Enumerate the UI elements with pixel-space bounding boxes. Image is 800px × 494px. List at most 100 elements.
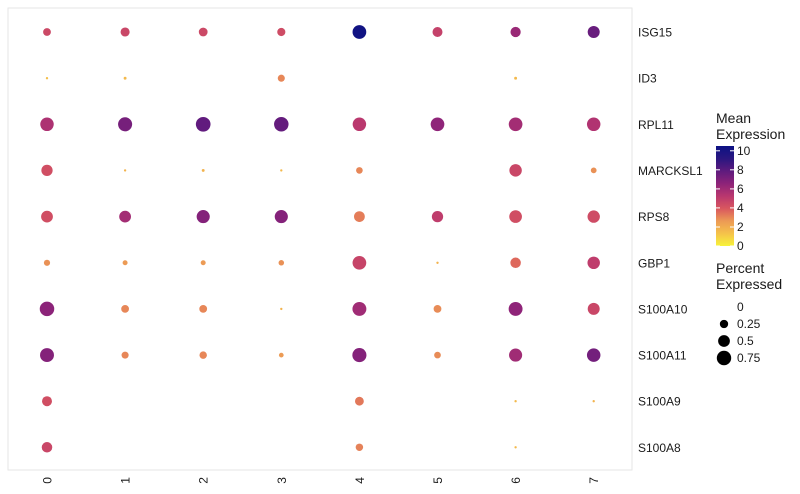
y-tick-label: GBP1 <box>638 256 670 270</box>
dot-s100a9-c4 <box>355 396 364 406</box>
color-bar-ticks: 0 2 4 6 8 10 <box>716 144 751 253</box>
dot-marcksl1-c7 <box>590 167 597 174</box>
dot-s100a11-c2 <box>199 351 207 359</box>
y-tick-label: S100A10 <box>638 302 688 316</box>
x-tick-label: 7 <box>587 477 601 484</box>
color-bar-tick-label: 4 <box>737 201 744 215</box>
dot-rps8-c4 <box>354 211 365 222</box>
dot-s100a11-c7 <box>586 348 601 362</box>
y-tick-label: S100A8 <box>638 441 681 455</box>
size-legend-keys: 0 0.25 0.5 0.75 <box>716 300 761 366</box>
dot-s100a9-c0 <box>42 396 52 407</box>
dot-rps8-c2 <box>196 210 210 224</box>
color-bar-tick-label: 0 <box>737 239 744 253</box>
dot-id3-c3 <box>277 74 285 82</box>
dot-isg15-c3 <box>277 27 286 37</box>
dot-s100a10-c1 <box>121 305 129 313</box>
dot-s100a11-c0 <box>40 348 54 363</box>
size-legend-dot <box>719 319 729 329</box>
x-tick-label: 1 <box>119 477 133 484</box>
dot-rps8-c6 <box>509 210 522 223</box>
dot-marcksl1-c0 <box>41 164 53 177</box>
dot-rps8-c0 <box>41 210 53 223</box>
color-legend-title-line2: Expression <box>716 126 785 142</box>
points-layer <box>39 25 601 453</box>
dot-rps8-c7 <box>587 210 600 223</box>
y-tick-label: ISG15 <box>638 26 672 40</box>
size-legend-label: 0.75 <box>737 351 761 365</box>
color-legend-title-line1: Mean <box>716 110 751 126</box>
x-tick-label: 2 <box>197 477 211 484</box>
dot-s100a10-c3 <box>280 307 283 311</box>
color-bar-tick-label: 8 <box>737 163 744 177</box>
y-tick-label: RPS8 <box>638 210 670 224</box>
dot-isg15-c5 <box>432 27 443 37</box>
size-legend-label: 0 <box>737 300 744 314</box>
dot-s100a11-c3 <box>278 352 284 358</box>
size-legend-title-line1: Percent <box>716 260 764 276</box>
size-legend-dot <box>716 350 732 366</box>
dot-isg15-c1 <box>120 27 130 37</box>
dot-gbp1-c3 <box>278 260 285 266</box>
dot-isg15-c2 <box>198 27 208 37</box>
dot-s100a10-c7 <box>587 302 600 315</box>
y-tick-labels: ISG15 ID3 RPL11 MARCKSL1 RPS8 GBP1 S100A10 S100… <box>638 26 703 455</box>
dot-s100a8-c0 <box>41 442 53 453</box>
dot-isg15-c4 <box>352 25 367 39</box>
dot-id3-c6 <box>514 76 518 80</box>
dot-rpl11-c3 <box>274 117 289 132</box>
dot-rpl11-c2 <box>195 116 211 132</box>
size-legend: Percent Expressed 0 0.25 0.5 0.75 <box>716 260 782 366</box>
dot-gbp1-c1 <box>122 260 128 266</box>
x-tick-label: 0 <box>41 477 55 484</box>
dot-rpl11-c6 <box>508 117 523 132</box>
dot-s100a10-c5 <box>433 305 442 313</box>
color-bar <box>716 146 734 246</box>
dot-rpl11-c1 <box>118 117 133 132</box>
size-legend-label: 0.5 <box>737 334 754 348</box>
dot-gbp1-c4 <box>352 255 367 270</box>
dot-isg15-c0 <box>43 28 51 36</box>
y-tick-label: MARCKSL1 <box>638 164 703 178</box>
x-tick-label: 5 <box>431 477 445 484</box>
x-tick-labels: 0 1 2 3 4 5 6 7 <box>41 477 602 484</box>
color-bar-tick-label: 6 <box>737 182 744 196</box>
x-tick-label: 4 <box>353 477 367 484</box>
size-legend-label: 0.25 <box>737 317 761 331</box>
y-tick-label: ID3 <box>638 72 657 86</box>
dot-s100a9-c7 <box>592 400 595 403</box>
dot-s100a8-c4 <box>355 443 364 452</box>
x-tick-label: 6 <box>509 477 523 484</box>
dot-id3-c1 <box>123 76 127 80</box>
dot-marcksl1-c1 <box>123 169 127 172</box>
dot-gbp1-c0 <box>43 259 51 266</box>
dot-rpl11-c0 <box>40 117 54 132</box>
dot-s100a11-c4 <box>352 348 367 363</box>
dot-rps8-c3 <box>274 210 288 224</box>
dot-rps8-c1 <box>119 210 131 223</box>
dot-gbp1-c6 <box>510 257 521 269</box>
y-tick-label: RPL11 <box>638 118 674 132</box>
color-bar-tick-label: 2 <box>737 220 744 234</box>
dot-s100a11-c6 <box>509 348 523 362</box>
dot-rpl11-c5 <box>430 117 445 132</box>
dot-s100a8-c6 <box>514 446 517 449</box>
dot-s100a9-c6 <box>514 400 517 403</box>
size-legend-dot <box>718 335 730 347</box>
dot-s100a11-c5 <box>434 351 441 359</box>
dot-gbp1-c2 <box>200 260 206 266</box>
color-bar-tick-label: 10 <box>737 144 751 158</box>
dot-marcksl1-c4 <box>356 167 363 174</box>
y-tick-label: S100A11 <box>638 349 687 363</box>
dot-s100a10-c0 <box>39 301 55 317</box>
dot-id3-c0 <box>45 77 49 80</box>
dot-marcksl1-c2 <box>201 168 205 172</box>
dot-isg15-c6 <box>510 26 521 38</box>
dot-gbp1-c7 <box>587 256 600 270</box>
dot-marcksl1-c6 <box>509 164 522 177</box>
size-legend-title-line2: Expressed <box>716 276 782 292</box>
dot-rpl11-c4 <box>352 117 367 132</box>
dot-rps8-c5 <box>431 210 444 223</box>
dot-s100a11-c1 <box>121 351 129 359</box>
dot-s100a10-c4 <box>352 301 367 316</box>
